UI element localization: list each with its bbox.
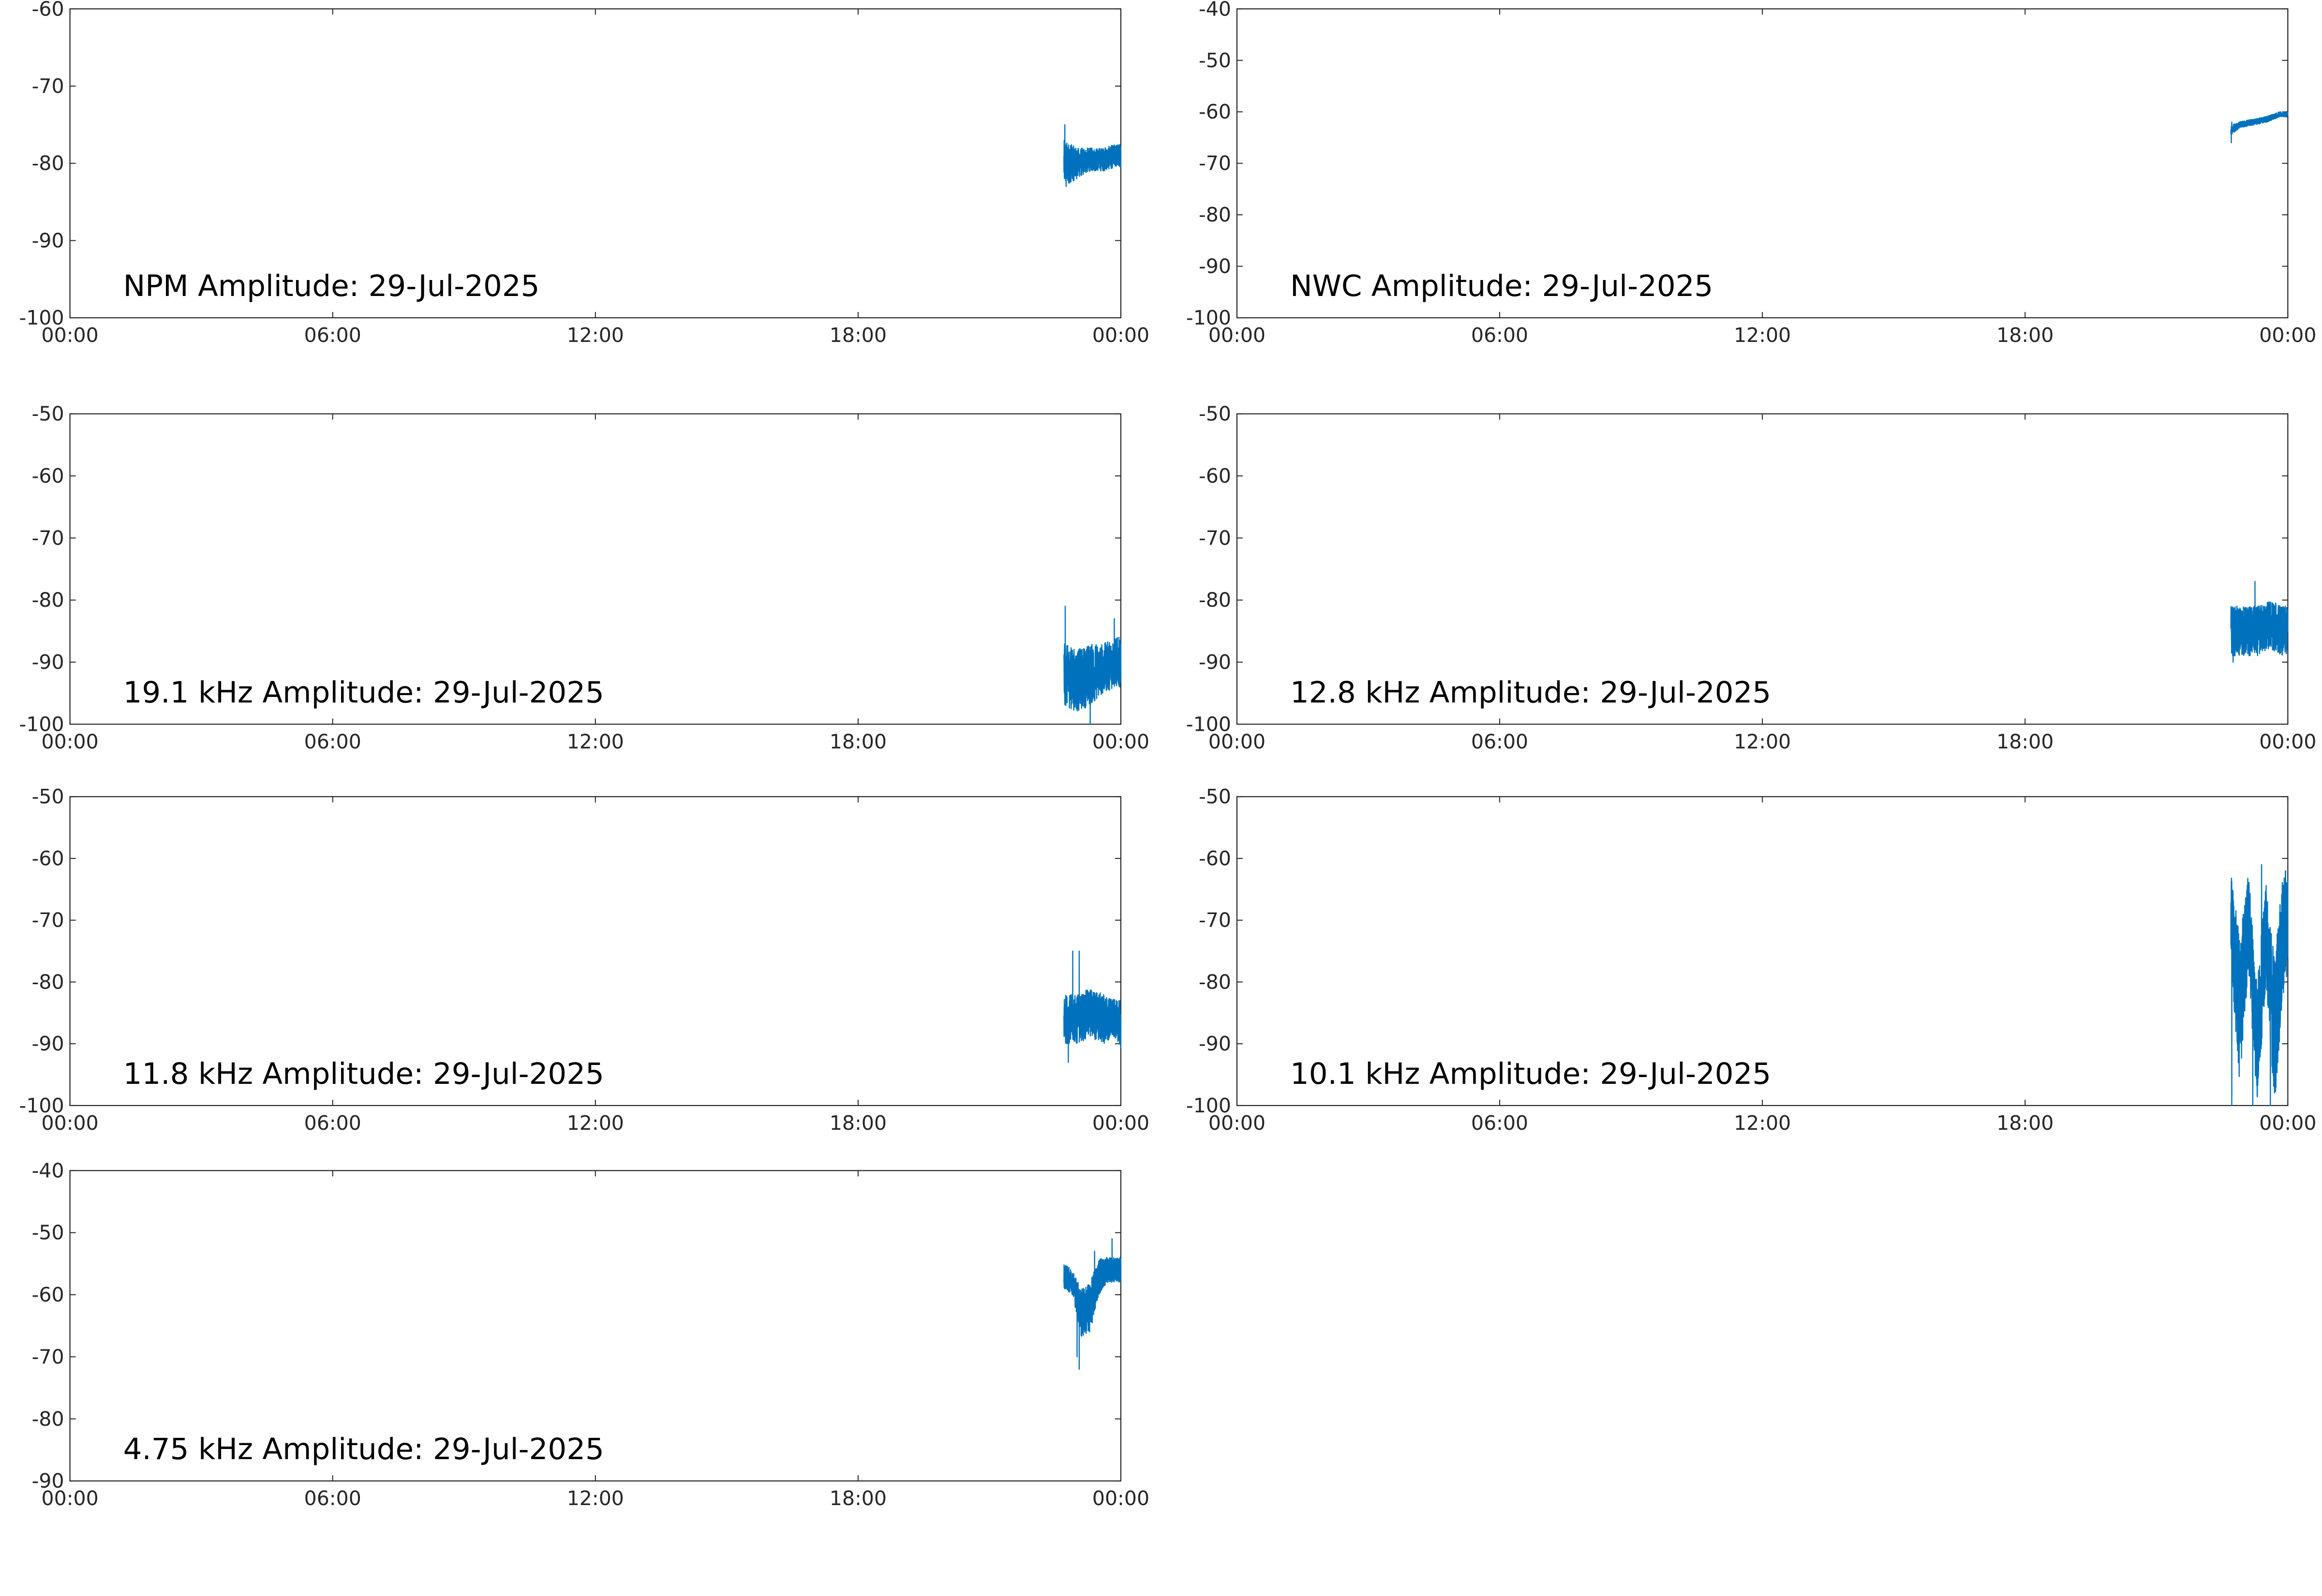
x-tick-label: 06:00 [304, 324, 361, 347]
y-tick-label: -100 [1186, 1094, 1231, 1117]
x-tick-label: 18:00 [830, 730, 887, 753]
x-tick-label: 00:00 [42, 730, 99, 753]
x-tick-label: 12:00 [1734, 1111, 1791, 1135]
y-tick-label: -70 [32, 526, 64, 549]
y-tick-label: -80 [32, 970, 64, 993]
chart-title: 4.75 kHz Amplitude: 29-Jul-2025 [123, 1432, 604, 1466]
x-tick-label: 06:00 [304, 1487, 361, 1510]
x-tick-label: 00:00 [42, 1111, 99, 1135]
x-tick-label: 12:00 [1734, 324, 1791, 347]
x-tick-label: 06:00 [1471, 1111, 1528, 1135]
y-tick-label: -40 [1199, 0, 1231, 20]
y-tick-label: -80 [1199, 970, 1231, 993]
chart-panel-4: 00:00 06:00 12:00 18:00 00:00 -50 -60 -70 -80 -90… [1186, 402, 2317, 754]
y-tick-label: -100 [19, 1094, 64, 1117]
y-tick-label: -90 [1199, 1032, 1231, 1055]
chart-title: 10.1 kHz Amplitude: 29-Jul-2025 [1290, 1057, 1771, 1091]
chart-panel-3: 00:00 06:00 12:00 18:00 00:00 -50 -60 -70 -80 -90… [19, 402, 1150, 754]
chart-panel-5: 00:00 06:00 12:00 18:00 00:00 -50 -60 -70 -80 -90… [19, 785, 1150, 1135]
y-tick-label: -80 [32, 589, 64, 612]
y-tick-label: -60 [1199, 464, 1231, 488]
series-line [2230, 111, 2289, 144]
x-tick-label: 00:00 [1208, 1111, 1265, 1135]
y-tick-label: -90 [1199, 650, 1231, 674]
x-tick-label: 00:00 [1208, 730, 1265, 753]
series-line [2230, 864, 2289, 1107]
y-tick-label: -60 [32, 847, 64, 870]
y-tick-label: -70 [1199, 909, 1231, 932]
x-tick-label: 06:00 [304, 730, 361, 753]
chart-panel-7: 00:00 06:00 12:00 18:00 00:00 -40 -50 -60 -70 -80… [32, 1159, 1149, 1510]
y-tick-label: -60 [32, 0, 64, 20]
series-line [1063, 124, 1122, 187]
y-tick-label: -50 [32, 785, 64, 808]
y-tick-label: -60 [32, 464, 64, 488]
chart-title: NWC Amplitude: 29-Jul-2025 [1290, 269, 1713, 303]
x-tick-label: 00:00 [1208, 324, 1265, 347]
x-tick-label: 18:00 [1996, 324, 2054, 347]
chart-panel-2: 00:00 06:00 12:00 18:00 00:00 -40 -50 -60 -70 -80… [1186, 0, 2317, 347]
x-tick-label: 18:00 [830, 324, 887, 347]
y-tick-label: -50 [32, 402, 64, 426]
chart-panel-6: 00:00 06:00 12:00 18:00 00:00 -50 -60 -70 -80 -90… [1186, 785, 2317, 1135]
y-tick-label: -70 [32, 74, 64, 98]
x-tick-label: 00:00 [42, 324, 99, 347]
x-tick-label: 12:00 [567, 324, 624, 347]
chart-title: 12.8 kHz Amplitude: 29-Jul-2025 [1290, 675, 1771, 709]
x-tick-label: 00:00 [1092, 324, 1149, 347]
y-tick-label: -90 [32, 1032, 64, 1055]
x-tick-label: 06:00 [304, 1111, 361, 1135]
x-tick-label: 00:00 [1092, 730, 1149, 753]
x-tick-label: 12:00 [567, 730, 624, 753]
series-line [1063, 1238, 1122, 1370]
x-tick-label: 00:00 [2259, 730, 2316, 753]
series-line [1063, 950, 1122, 1063]
y-tick-label: -60 [1199, 847, 1231, 870]
y-tick-label: -70 [32, 1345, 64, 1368]
y-tick-label: -100 [1186, 712, 1231, 736]
y-tick-label: -90 [32, 229, 64, 252]
chart-panel-1: 00:00 06:00 12:00 18:00 00:00 -60 -70 -80 -90 -10… [19, 0, 1150, 347]
x-tick-label: 00:00 [1092, 1487, 1149, 1510]
x-tick-label: 06:00 [1471, 730, 1528, 753]
y-tick-label: -90 [1199, 255, 1231, 278]
y-tick-label: -80 [1199, 589, 1231, 612]
y-tick-label: -50 [1199, 49, 1231, 72]
x-tick-label: 18:00 [1996, 730, 2054, 753]
y-tick-label: -100 [19, 712, 64, 736]
x-tick-label: 12:00 [567, 1487, 624, 1510]
chart-title: 19.1 kHz Amplitude: 29-Jul-2025 [123, 675, 604, 709]
y-tick-label: -50 [1199, 402, 1231, 426]
x-tick-label: 18:00 [830, 1111, 887, 1135]
y-tick-label: -100 [19, 306, 64, 329]
y-tick-label: -80 [32, 152, 64, 175]
x-tick-label: 18:00 [830, 1487, 887, 1510]
y-tick-label: -80 [32, 1407, 64, 1431]
y-tick-label: -100 [1186, 306, 1231, 329]
y-tick-label: -70 [1199, 526, 1231, 549]
y-tick-label: -90 [32, 1469, 64, 1493]
chart-title: 11.8 kHz Amplitude: 29-Jul-2025 [123, 1057, 604, 1091]
x-tick-label: 12:00 [567, 1111, 624, 1135]
chart-title: NPM Amplitude: 29-Jul-2025 [123, 269, 540, 303]
y-tick-label: -50 [1199, 785, 1231, 808]
x-tick-label: 00:00 [1092, 1111, 1149, 1135]
x-tick-label: 00:00 [42, 1487, 99, 1510]
y-tick-label: -60 [1199, 100, 1231, 123]
series-line [1063, 606, 1122, 725]
x-tick-label: 18:00 [1996, 1111, 2054, 1135]
y-tick-label: -70 [32, 909, 64, 932]
y-tick-label: -60 [32, 1283, 64, 1306]
y-tick-label: -80 [1199, 203, 1231, 226]
x-tick-label: 06:00 [1471, 324, 1528, 347]
x-tick-label: 12:00 [1734, 730, 1791, 753]
series-line [2230, 581, 2289, 663]
y-tick-label: -50 [32, 1221, 64, 1244]
y-tick-label: -40 [32, 1159, 64, 1182]
x-tick-label: 00:00 [2259, 324, 2316, 347]
y-tick-label: -70 [1199, 152, 1231, 175]
x-tick-label: 00:00 [2259, 1111, 2316, 1135]
y-tick-label: -90 [32, 650, 64, 674]
